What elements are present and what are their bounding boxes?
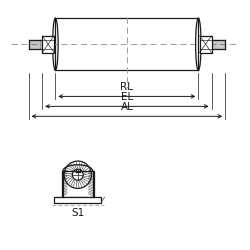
Text: S1: S1 (71, 208, 85, 218)
Text: RL: RL (120, 82, 133, 92)
Text: AL: AL (120, 102, 133, 112)
Bar (54, 197, 102, 202)
Text: EL: EL (121, 92, 133, 102)
Bar (42, 36, 54, 53)
Bar (62, 171, 94, 197)
Bar (200, 36, 211, 53)
